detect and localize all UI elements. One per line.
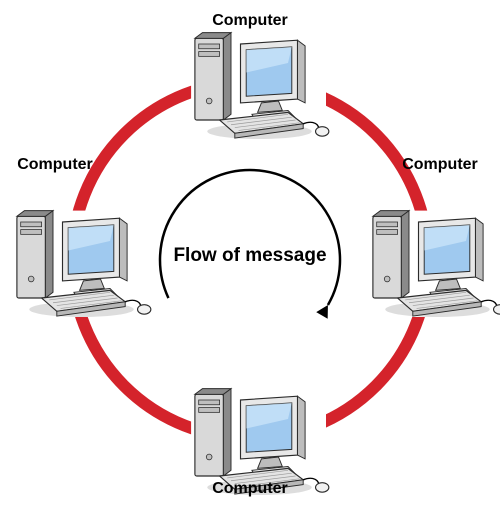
center-title: Flow of message (170, 244, 330, 268)
flow-arrow (160, 170, 340, 305)
label-bottom: Computer (190, 480, 310, 498)
computer-node-left (9, 207, 152, 321)
computer-node-right (365, 207, 500, 321)
label-left: Computer (0, 156, 115, 174)
label-top: Computer (190, 12, 310, 30)
label-right: Computer (380, 156, 500, 174)
flow-arrow-head (316, 305, 328, 319)
computer-node-top (187, 29, 330, 143)
